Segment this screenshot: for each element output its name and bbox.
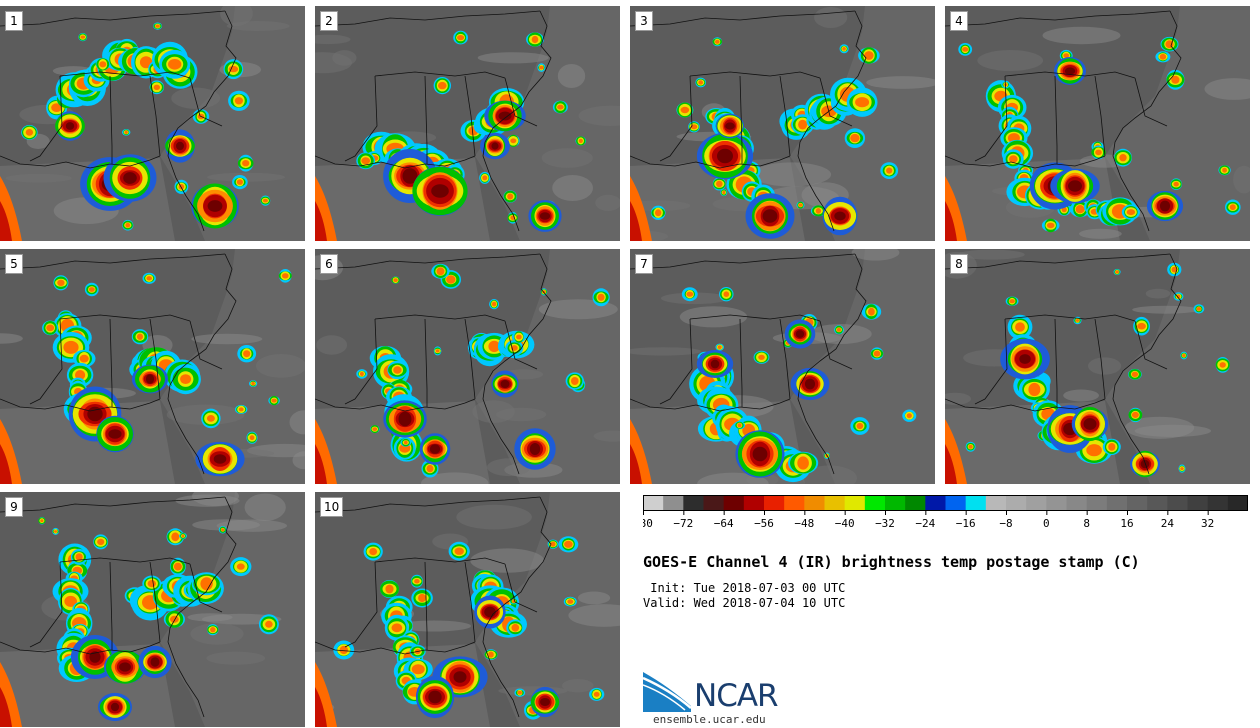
colorbar-swatch	[965, 495, 987, 511]
ir-map	[0, 6, 305, 241]
chart-title: GOES-E Channel 4 (IR) brightness temp po…	[643, 553, 1140, 571]
colorbar-swatch	[683, 495, 705, 511]
website-url: ensemble.ucar.edu	[653, 713, 766, 726]
colorbar-swatch	[1147, 495, 1168, 511]
colorbar-tick-label: −72	[673, 517, 693, 530]
colorbar-swatch	[764, 495, 785, 511]
init-time: Init: Tue 2018-07-03 00 UTC	[643, 581, 846, 595]
colorbar-swatch	[1227, 495, 1248, 511]
colorbar-tick-label: −40	[835, 517, 855, 530]
colorbar-swatch	[945, 495, 967, 511]
ir-map	[315, 6, 620, 241]
colorbar-swatch	[723, 495, 745, 511]
panel-number: 8	[950, 254, 968, 274]
colorbar-tick-label: −64	[714, 517, 734, 530]
colorbar-swatch	[1066, 495, 1088, 511]
panel-number: 2	[320, 11, 338, 31]
colorbar-tick-label: −16	[956, 517, 976, 530]
colorbar-tick-label: 16	[1120, 517, 1133, 530]
map-panel-1: 1	[0, 6, 305, 241]
map-panel-6: 6	[315, 249, 620, 484]
colorbar-swatch	[864, 495, 886, 511]
colorbar-swatch	[1167, 495, 1189, 511]
colorbar-swatch	[663, 495, 684, 511]
colorbar-swatch	[885, 495, 906, 511]
colorbar-swatch	[1086, 495, 1108, 511]
ir-map	[0, 492, 305, 727]
colorbar-swatch	[1026, 495, 1047, 511]
map-panel-10: 10	[315, 492, 620, 727]
panel-number: 4	[950, 11, 968, 31]
ir-map	[630, 6, 935, 241]
colorbar-tick-label: −32	[875, 517, 895, 530]
colorbar-tick-label: −80	[643, 517, 653, 530]
panel-number: 9	[5, 497, 23, 517]
ir-map	[630, 249, 935, 484]
colorbar-swatch	[1046, 495, 1068, 511]
colorbar-tick-label: −24	[915, 517, 935, 530]
colorbar	[643, 495, 1248, 511]
colorbar-swatch	[643, 495, 664, 511]
map-panel-8: 8	[945, 249, 1250, 484]
logo-text: NCAR	[694, 678, 779, 714]
colorbar-tick-label: 0	[1043, 517, 1050, 530]
panel-number: 5	[5, 254, 23, 274]
colorbar-swatch	[703, 495, 725, 511]
colorbar-swatch	[985, 495, 1007, 511]
colorbar-swatch	[1207, 495, 1229, 511]
colorbar-swatch	[1187, 495, 1209, 511]
colorbar-swatch	[1127, 495, 1148, 511]
map-panel-3: 3	[630, 6, 935, 241]
ir-map	[945, 249, 1250, 484]
panel-number: 1	[5, 11, 23, 31]
colorbar-tick-label: 8	[1083, 517, 1090, 530]
map-panel-9: 9	[0, 492, 305, 727]
colorbar-tick-label: −48	[794, 517, 814, 530]
panel-number: 3	[635, 11, 653, 31]
ir-map	[315, 492, 620, 727]
colorbar-swatch	[743, 495, 765, 511]
colorbar-swatch	[824, 495, 846, 511]
colorbar-swatch	[905, 495, 926, 511]
colorbar-swatch	[804, 495, 826, 511]
panel-number: 10	[320, 497, 344, 517]
map-panel-5: 5	[0, 249, 305, 484]
colorbar-tick-label: 24	[1161, 517, 1175, 530]
colorbar-swatch	[925, 495, 947, 511]
colorbar-tick-label: −56	[754, 517, 774, 530]
panel-number: 6	[320, 254, 338, 274]
ir-map	[0, 249, 305, 484]
ncar-logo-icon	[643, 672, 692, 712]
panel-number: 7	[635, 254, 653, 274]
map-panel-4: 4	[945, 6, 1250, 241]
ir-map	[945, 6, 1250, 241]
colorbar-swatch	[844, 495, 866, 511]
colorbar-tick-label: −8	[999, 517, 1012, 530]
colorbar-swatch	[1006, 495, 1027, 511]
map-panel-2: 2	[315, 6, 620, 241]
colorbar-tick-label: 32	[1201, 517, 1214, 530]
ir-map	[315, 249, 620, 484]
colorbar-swatch	[784, 495, 805, 511]
colorbar-swatch	[1106, 495, 1128, 511]
valid-time: Valid: Wed 2018-07-04 10 UTC	[643, 596, 846, 610]
map-panel-7: 7	[630, 249, 935, 484]
